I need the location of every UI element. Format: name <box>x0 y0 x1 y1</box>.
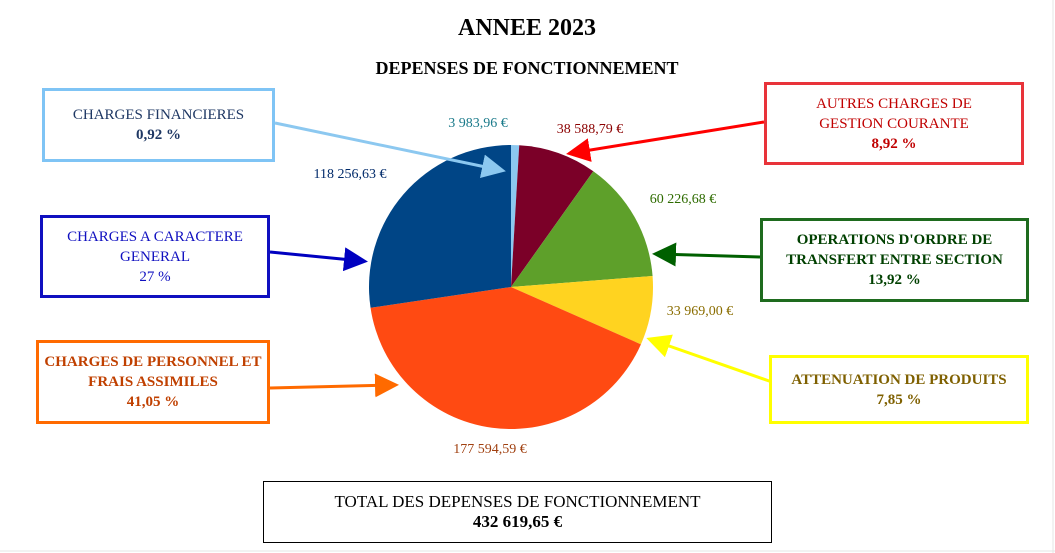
legend-label: CHARGES FINANCIERES <box>72 107 245 123</box>
total-value: 432 619,65 € <box>472 512 563 531</box>
chart-title: ANNEE 2023 <box>458 15 596 41</box>
value-label: 118 256,63 € <box>313 167 387 182</box>
legend-box: ATTENUATION DE PRODUITS 7,85 % <box>769 355 1029 424</box>
value-label: 3 983,96 € <box>448 116 508 131</box>
value-label: 38 588,79 € <box>556 122 624 137</box>
legend-box: AUTRES CHARGES DE GESTION COURANTE 8,92 % <box>764 82 1024 165</box>
legend-box: CHARGES A CARACTERE GENERAL 27 % <box>40 215 270 298</box>
legend-label: CHARGES DE PERSONNEL ET FRAIS ASSIMILES <box>44 354 262 390</box>
legend-box: CHARGES FINANCIERES 0,92 % <box>42 88 275 162</box>
pie-slice <box>511 145 594 287</box>
arrow <box>652 242 761 267</box>
legend-box: OPERATIONS D'ORDRE DE TRANSFERT ENTRE SE… <box>760 218 1029 302</box>
pie-slice <box>511 171 653 287</box>
legend-box: CHARGES DE PERSONNEL ET FRAIS ASSIMILES 4… <box>36 340 270 424</box>
percent-label: 7,85 % <box>876 391 922 408</box>
legend-label: CHARGES A CARACTERE GENERAL <box>67 228 243 265</box>
percent-label: 41,05 % <box>126 394 180 410</box>
arrow <box>269 247 368 272</box>
total-box: TOTAL DES DEPENSES DE FONCTIONNEMENT 432 … <box>263 481 772 543</box>
percent-label: 13,92 % <box>868 272 921 288</box>
value-label: 33 969,00 € <box>666 304 734 319</box>
value-label: 60 226,68 € <box>649 192 717 207</box>
legend-label: ATTENUATION DE PRODUITS <box>791 371 1007 388</box>
arrow <box>566 120 765 162</box>
percent-label: 8,92 % <box>871 135 917 152</box>
total-label: TOTAL DES DEPENSES DE FONCTIONNEMENT <box>334 492 701 511</box>
arrow <box>269 373 399 398</box>
percent-label: 27 % <box>139 268 171 285</box>
arrows <box>269 120 773 398</box>
arrow <box>274 121 506 179</box>
arrow <box>646 334 773 384</box>
pie-slice <box>511 275 653 345</box>
value-label: 177 594,59 € <box>453 442 527 457</box>
percent-label: 0,92 % <box>136 127 181 143</box>
legend-label: AUTRES CHARGES DE GESTION COURANTE <box>816 95 972 132</box>
pie <box>369 145 653 429</box>
pie-slice <box>369 145 511 308</box>
chart-subtitle: DEPENSES DE FONCTIONNEMENT <box>375 58 678 78</box>
pie-slice <box>511 145 520 287</box>
legend-label: OPERATIONS D'ORDRE DE TRANSFERT ENTRE SE… <box>786 232 1003 268</box>
pie-slice <box>370 287 641 429</box>
